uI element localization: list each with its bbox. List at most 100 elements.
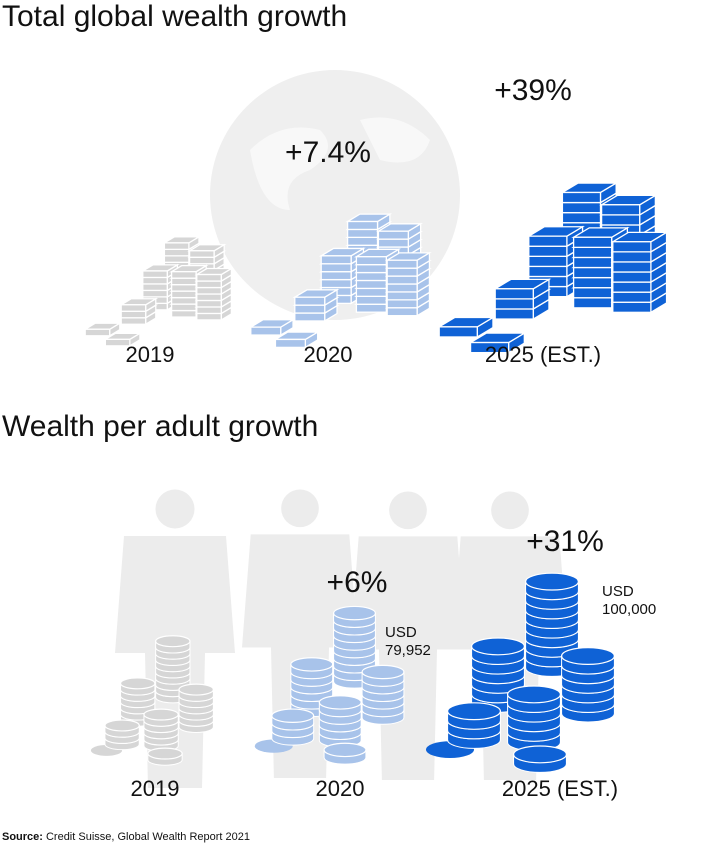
coin-top [361,664,405,680]
brick-front [346,220,379,231]
brick-front [612,271,652,283]
brick-front [494,308,534,320]
brick-front [170,309,197,318]
brick-front [170,271,197,279]
brick-front [572,297,613,309]
coin-top [290,657,334,672]
brick-front [572,256,613,269]
coin-top [323,742,367,758]
amount: 79,952 [385,642,431,659]
brick-front [170,303,197,312]
brick-front [612,241,652,253]
brick-front [355,295,387,305]
brick-front [494,288,534,300]
brick-front [196,273,222,282]
brick-front [196,286,222,295]
coin-top [512,745,567,764]
brick-front [170,290,197,299]
brick-front [346,236,379,246]
brick-front [600,214,641,226]
body [350,536,466,780]
currency: USD [602,583,634,600]
coin-top [155,635,191,648]
brick-front [612,261,652,273]
brick-front [320,278,352,289]
section-title: Total global wealth growth [2,0,347,33]
head [389,491,427,530]
brick-front [320,271,352,281]
brick-front [612,281,652,293]
silhouette [242,489,358,778]
brick-stack [436,181,669,354]
brick-front [84,328,111,337]
brick-front [120,310,147,319]
brick-front [196,280,222,289]
source: Source: Credit Suisse, Global Wealth Repo… [2,831,250,843]
brick-front [196,312,222,321]
brick-stack [248,212,432,349]
brick-front [572,246,613,259]
coin-top [271,708,315,723]
brick-front [469,341,510,354]
brick-front [386,307,418,317]
coin-top [524,572,579,591]
brick-front [561,211,602,224]
brick-front [600,204,641,216]
brick-front [386,291,418,301]
amount: 100,000 [602,601,656,618]
year-label: 2020 [316,776,365,801]
section-title: Wealth per adult growth [2,410,318,443]
body [242,534,358,778]
brick-front [170,277,197,286]
illustrations [82,181,669,788]
year-label: 2025 (EST.) [485,342,601,367]
brick-front [294,312,326,322]
brick-front [346,228,379,239]
currency: USD [385,624,417,641]
brick-front [528,255,568,268]
brick-front [528,265,568,278]
brick-front [561,201,602,214]
brick-front [188,250,215,258]
year-label: 2019 [131,776,180,801]
brick-front [528,235,568,247]
brick-front [188,256,215,265]
head [155,489,195,529]
brick-front [572,276,613,289]
brick-front [377,238,409,248]
brick-front [142,283,168,292]
coin-top [471,637,526,656]
brick-front [355,256,387,266]
source-label: Source: [2,831,43,843]
brick-stack [82,235,234,347]
brick-front [386,299,418,309]
brick-front [355,271,387,282]
brick-front [377,230,409,240]
change-label: +31% [526,525,604,558]
coin-top [447,702,502,721]
brick-front [320,263,352,273]
coin-top [143,708,179,721]
coin-top [318,695,362,710]
change-label: +7.4% [285,136,371,169]
brick-front [142,289,168,298]
brick-front [355,287,387,297]
coin-top [147,747,183,760]
coin-stack [90,635,214,766]
brick-front [104,338,131,347]
coin-top [560,646,615,665]
brick-front [163,255,190,263]
brick-front [612,301,652,313]
coin-stack [254,605,405,765]
brick-front [170,283,197,292]
brick-front [494,298,534,310]
brick-front [120,304,147,312]
brick-front [612,291,652,303]
brick-front [163,242,190,251]
brick-front [355,303,387,313]
brick-front [355,279,387,290]
year-label: 2025 (EST.) [502,776,618,801]
coin-top [119,677,156,690]
brick-front [294,304,326,314]
